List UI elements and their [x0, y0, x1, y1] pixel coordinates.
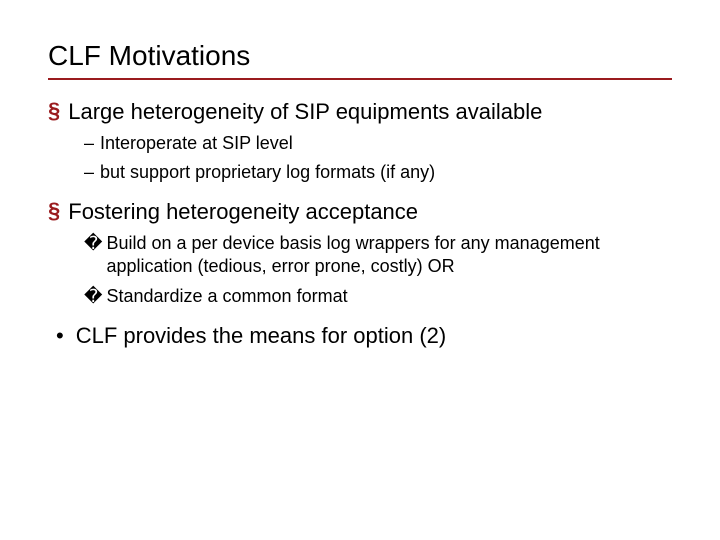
list-item-text: CLF provides the means for option (2) [76, 322, 447, 350]
list-item: • CLF provides the means for option (2) [56, 322, 672, 350]
list-item-text: Large heterogeneity of SIP equipments av… [68, 98, 542, 126]
list-item-text: Fostering heterogeneity acceptance [68, 198, 418, 226]
list-item: § Large heterogeneity of SIP equipments a… [48, 98, 672, 126]
list-item: �Standardize a common format [84, 285, 672, 308]
square-marker: § [48, 198, 60, 224]
checkbox-marker: � [84, 232, 102, 255]
slide-content: § Large heterogeneity of SIP equipments a… [48, 98, 672, 349]
bullet-marker: • [56, 322, 64, 350]
checkbox-marker: � [84, 285, 102, 308]
slide-title: CLF Motivations [48, 40, 672, 72]
dash-marker: – [84, 132, 94, 155]
list-item-text: Build on a per device basis log wrappers… [106, 232, 646, 279]
list-item-text: Standardize a common format [106, 285, 347, 308]
list-item: �Build on a per device basis log wrapper… [84, 232, 672, 279]
list-item-text: but support proprietary log formats (if … [100, 161, 435, 184]
list-item: –Interoperate at SIP level [84, 132, 672, 155]
square-marker: § [48, 98, 60, 124]
list-item: § Fostering heterogeneity acceptance [48, 198, 672, 226]
dash-marker: – [84, 161, 94, 184]
list-item: –but support proprietary log formats (if… [84, 161, 672, 184]
slide: CLF Motivations § Large heterogeneity of … [0, 0, 720, 540]
list-item-text: Interoperate at SIP level [100, 132, 293, 155]
title-underline [48, 78, 672, 80]
